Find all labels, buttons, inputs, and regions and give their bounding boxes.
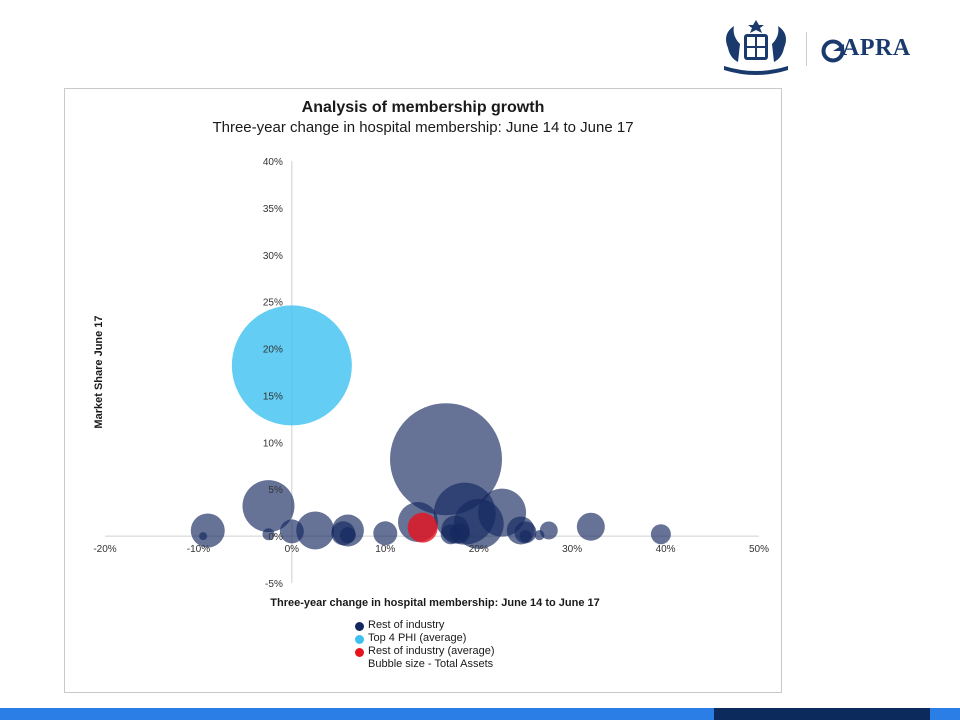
y-tick-label: 30%	[263, 251, 283, 262]
x-tick-label: -10%	[187, 544, 210, 555]
y-tick-label: 35%	[263, 204, 283, 215]
apra-mark-icon	[821, 39, 845, 63]
x-tick-label: -20%	[93, 544, 116, 555]
legend-marker-rest-of-industry-average	[355, 648, 364, 657]
x-tick-label: 10%	[375, 544, 395, 555]
y-tick-label: 0%	[268, 532, 283, 543]
x-tick-label: 20%	[469, 544, 489, 555]
x-tick-label: 30%	[562, 544, 582, 555]
bubble-top-4-phi-average-0	[231, 305, 352, 426]
x-tick-label: 0%	[285, 544, 300, 555]
footer-bar-accent	[714, 708, 930, 720]
y-axis-title: Market Share June 17	[93, 315, 105, 428]
bubbles-layer	[190, 305, 671, 550]
bubble-rest-of-industry-3	[262, 528, 275, 541]
x-axis-title: Three-year change in hospital membership…	[270, 597, 599, 609]
commonwealth-coat-of-arms-icon	[724, 20, 788, 75]
apra-logo-text: APRA	[842, 35, 911, 61]
y-tick-label: -5%	[265, 579, 283, 590]
y-tick-label: 20%	[263, 345, 283, 356]
bubble-rest-of-industry-2	[242, 480, 295, 533]
bubble-rest-of-industry-average-0	[407, 512, 438, 543]
bubble-rest-of-industry-20	[519, 530, 532, 543]
bubble-rest-of-industry-23	[576, 512, 605, 541]
chart-frame: Analysis of membership growth Three-year…	[64, 88, 782, 693]
y-tick-label: 15%	[263, 391, 283, 402]
logo-divider	[806, 32, 807, 66]
legend-marker-rest-of-industry	[355, 622, 364, 631]
bubble-rest-of-industry-22	[539, 521, 558, 540]
bubble-rest-of-industry-8	[339, 527, 356, 544]
legend-marker-top-4-phi	[355, 635, 364, 644]
legend-item-bubble-size: Bubble size - Total Assets	[353, 658, 495, 671]
y-tick-label: 10%	[263, 438, 283, 449]
legend-label-top-4-phi: Top 4 PHI (average)	[368, 632, 467, 644]
bubble-rest-of-industry-1	[199, 532, 208, 541]
legend-item-top-4-phi: Top 4 PHI (average)	[353, 632, 495, 645]
y-tick-label: 40%	[263, 157, 283, 168]
chart-subtitle: Three-year change in hospital membership…	[212, 119, 634, 136]
bubble-rest-of-industry-5	[296, 511, 335, 550]
legend-item-rest-of-industry: Rest of industry	[353, 619, 495, 632]
legend-label-rest-of-industry-average: Rest of industry (average)	[368, 645, 495, 657]
bubble-rest-of-industry-24	[650, 524, 671, 545]
chart-legend: Rest of industry Top 4 PHI (average) Res…	[353, 619, 495, 671]
legend-label-bubble-size: Bubble size - Total Assets	[368, 658, 494, 670]
y-tick-label: 5%	[268, 485, 283, 496]
bubble-rest-of-industry-9	[373, 521, 398, 546]
x-tick-label: 50%	[749, 544, 769, 555]
bubble-chart: -20% -10% 0% 10% 20% 30% 40% 50% -5% 0% 5% 10% 15% 20…	[93, 157, 769, 609]
bubble-rest-of-industry-0	[190, 513, 225, 548]
chart-title: Analysis of membership growth	[301, 99, 545, 116]
legend-item-rest-of-industry-average: Rest of industry (average)	[353, 645, 495, 658]
x-tick-label: 40%	[656, 544, 676, 555]
legend-label-rest-of-industry: Rest of industry	[368, 619, 445, 631]
labels-layer: -20% -10% 0% 10% 20% 30% 40% 50% -5% 0% 5% 10% 15% 20…	[93, 157, 769, 609]
y-tick-label: 25%	[263, 298, 283, 309]
apra-logo: APRA	[716, 18, 936, 78]
